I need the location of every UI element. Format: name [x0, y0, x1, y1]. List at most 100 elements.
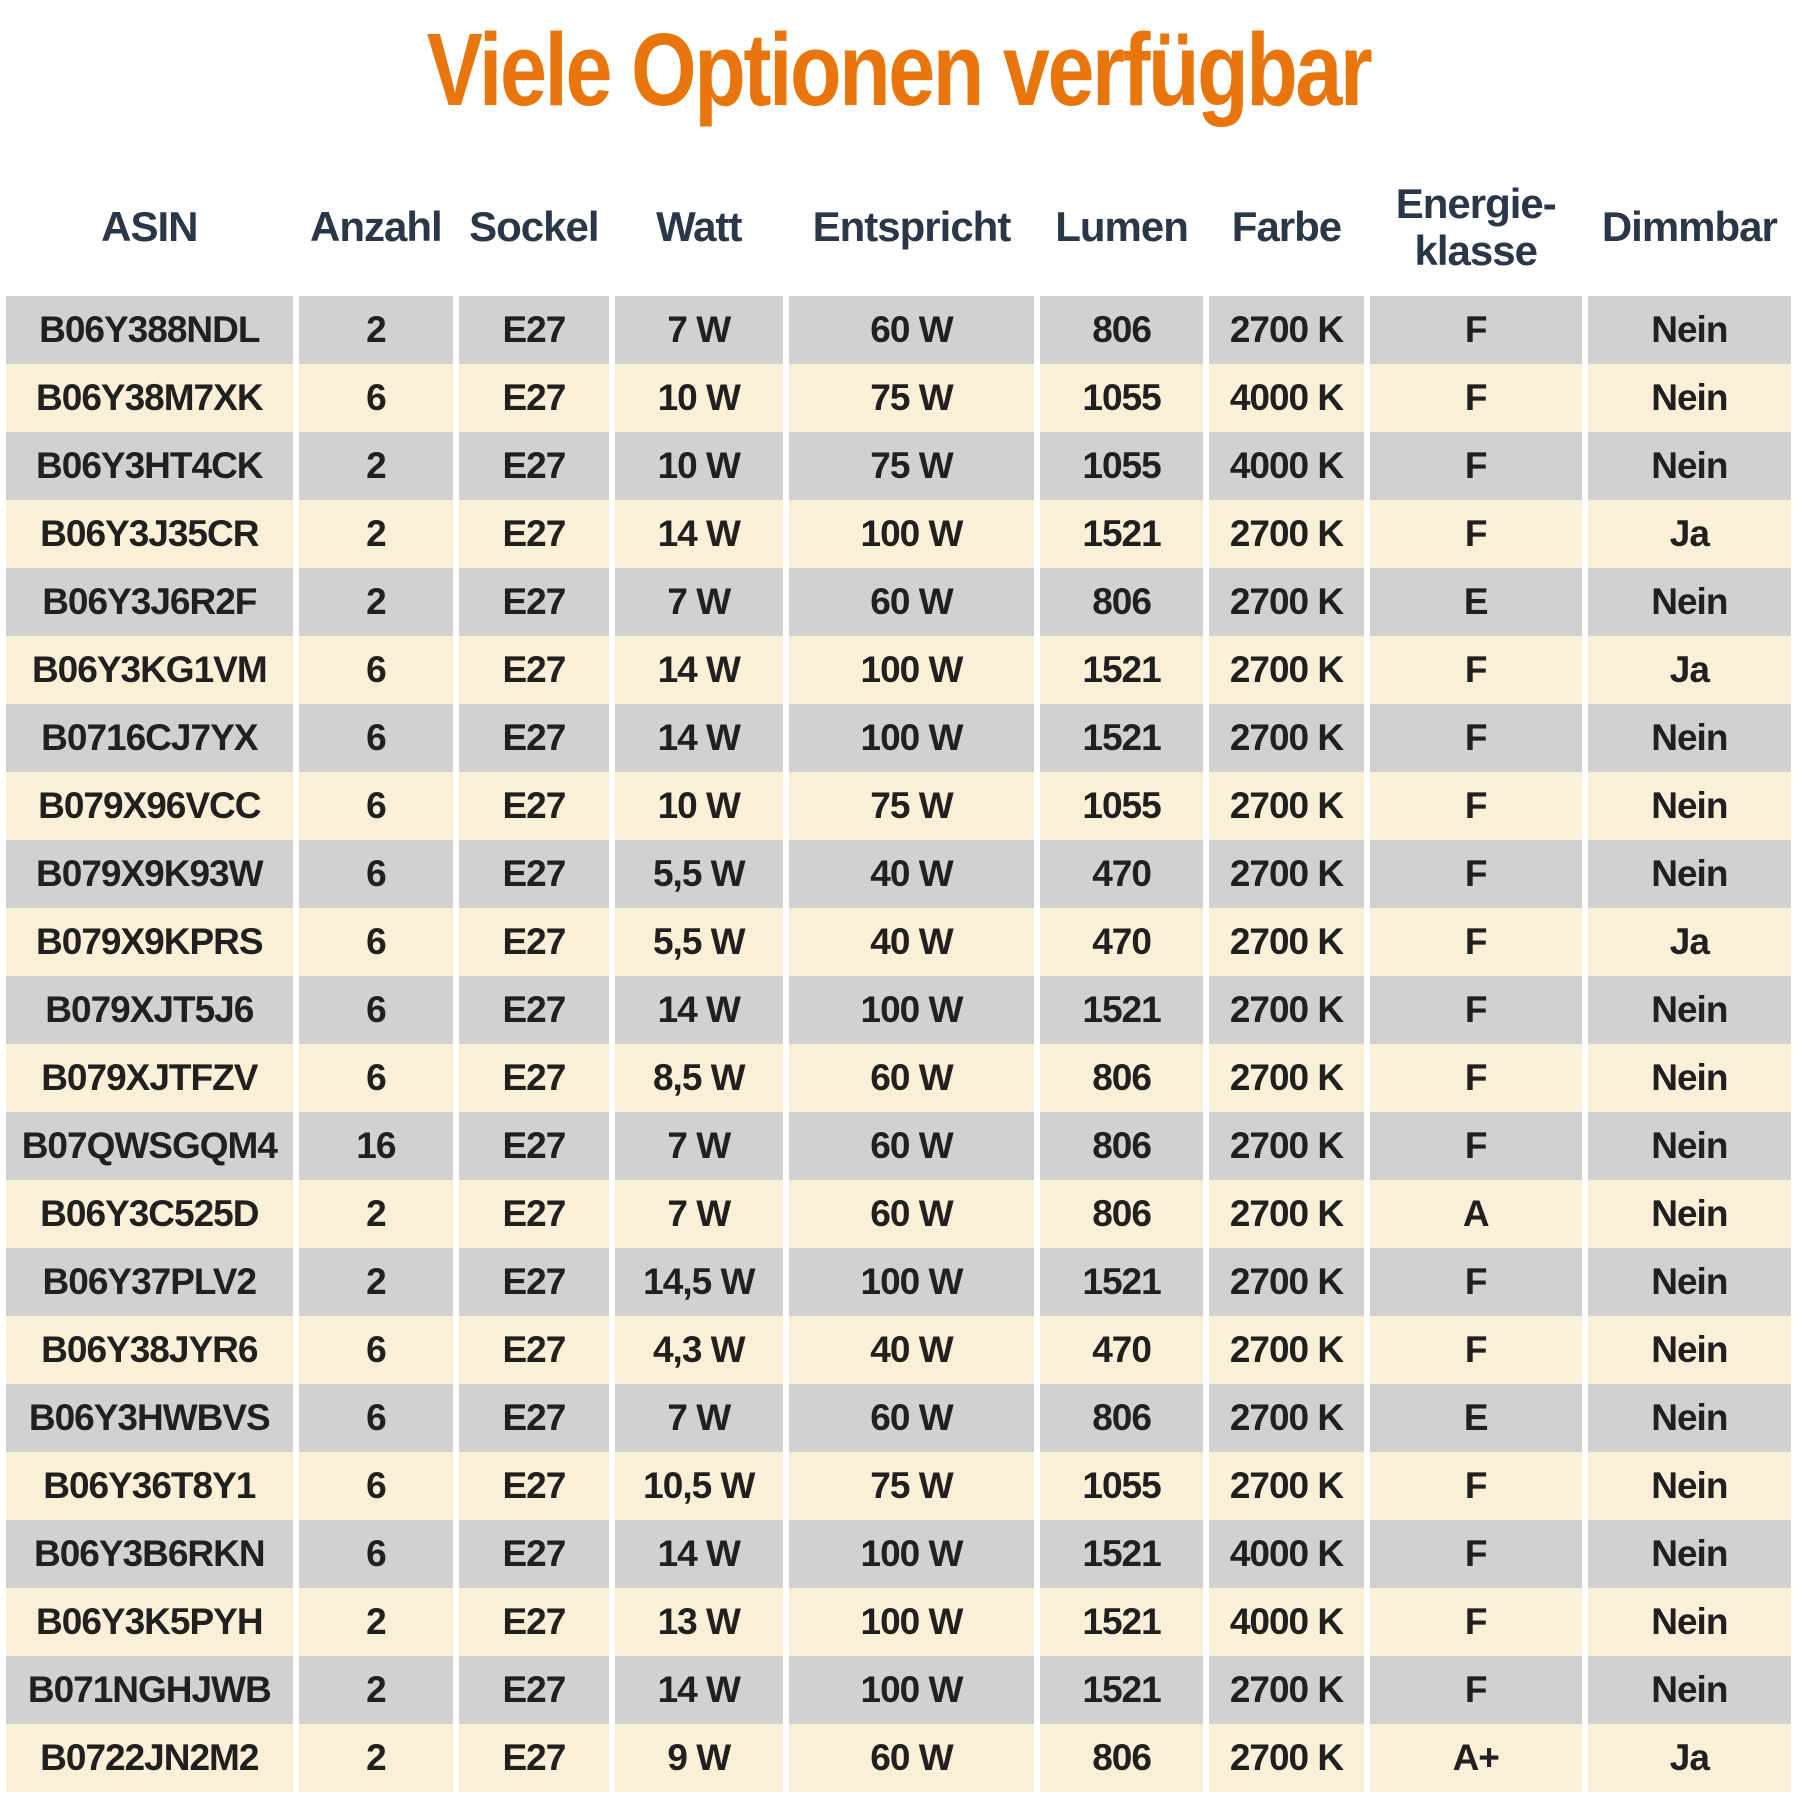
cell-dimmbar: Nein	[1587, 976, 1791, 1044]
cell-sockel: E27	[459, 568, 609, 636]
cell-lumen: 1055	[1039, 1452, 1204, 1520]
cell-anzahl: 2	[298, 1180, 454, 1248]
cell-anzahl: 6	[298, 364, 454, 432]
cell-watt: 7 W	[614, 1180, 784, 1248]
cell-asin: B06Y3HWBVS	[6, 1384, 293, 1452]
cell-anzahl: 6	[298, 772, 454, 840]
cell-asin: B079XJT5J6	[6, 976, 293, 1044]
cell-farbe: 2700 K	[1209, 500, 1364, 568]
cell-entspricht: 75 W	[789, 772, 1034, 840]
cell-farbe: 2700 K	[1209, 840, 1364, 908]
cell-entspricht: 75 W	[789, 1452, 1034, 1520]
column-header-farbe: Farbe	[1209, 158, 1364, 296]
cell-energieklasse: F	[1369, 772, 1582, 840]
cell-lumen: 806	[1039, 1112, 1204, 1180]
cell-energieklasse: E	[1369, 1384, 1582, 1452]
cell-lumen: 1521	[1039, 1588, 1204, 1656]
cell-energieklasse: F	[1369, 1248, 1582, 1316]
cell-anzahl: 2	[298, 1588, 454, 1656]
column-header-entspricht: Entspricht	[789, 158, 1034, 296]
cell-entspricht: 100 W	[789, 500, 1034, 568]
cell-anzahl: 2	[298, 568, 454, 636]
cell-farbe: 2700 K	[1209, 1248, 1364, 1316]
table-row: B06Y37PLV2 2 E27 14,5 W 100 W 1521 2700 K F Nein	[6, 1248, 1791, 1316]
cell-watt: 7 W	[614, 296, 784, 364]
cell-anzahl: 6	[298, 704, 454, 772]
cell-energieklasse: F	[1369, 364, 1582, 432]
cell-entspricht: 40 W	[789, 908, 1034, 976]
header-row: ASIN Anzahl Sockel Watt Entspricht Lumen…	[6, 158, 1791, 296]
column-header-lumen: Lumen	[1039, 158, 1204, 296]
cell-anzahl: 2	[298, 296, 454, 364]
table-row: B079X9K93W 6 E27 5,5 W 40 W 470 2700 K F Nein	[6, 840, 1791, 908]
cell-energieklasse: F	[1369, 1112, 1582, 1180]
cell-sockel: E27	[459, 1724, 609, 1792]
column-header-anzahl: Anzahl	[298, 158, 454, 296]
table-row: B06Y3C525D 2 E27 7 W 60 W 806 2700 K A Nein	[6, 1180, 1791, 1248]
cell-farbe: 2700 K	[1209, 704, 1364, 772]
cell-energieklasse: F	[1369, 1520, 1582, 1588]
cell-watt: 10 W	[614, 364, 784, 432]
table-row: B079X96VCC 6 E27 10 W 75 W 1055 2700 K F Nein	[6, 772, 1791, 840]
cell-dimmbar: Ja	[1587, 908, 1791, 976]
table-row: B071NGHJWB 2 E27 14 W 100 W 1521 2700 K F Nein	[6, 1656, 1791, 1724]
cell-entspricht: 60 W	[789, 568, 1034, 636]
cell-dimmbar: Nein	[1587, 840, 1791, 908]
cell-dimmbar: Nein	[1587, 1520, 1791, 1588]
cell-lumen: 806	[1039, 1044, 1204, 1112]
cell-dimmbar: Nein	[1587, 1180, 1791, 1248]
cell-dimmbar: Nein	[1587, 704, 1791, 772]
cell-farbe: 4000 K	[1209, 1520, 1364, 1588]
cell-farbe: 2700 K	[1209, 908, 1364, 976]
cell-farbe: 2700 K	[1209, 1112, 1364, 1180]
cell-energieklasse: F	[1369, 500, 1582, 568]
cell-farbe: 2700 K	[1209, 976, 1364, 1044]
cell-watt: 5,5 W	[614, 840, 784, 908]
cell-sockel: E27	[459, 772, 609, 840]
cell-farbe: 2700 K	[1209, 1452, 1364, 1520]
cell-energieklasse: F	[1369, 432, 1582, 500]
cell-anzahl: 16	[298, 1112, 454, 1180]
cell-asin: B06Y36T8Y1	[6, 1452, 293, 1520]
cell-lumen: 806	[1039, 1384, 1204, 1452]
cell-dimmbar: Nein	[1587, 1248, 1791, 1316]
cell-watt: 10,5 W	[614, 1452, 784, 1520]
cell-entspricht: 100 W	[789, 1248, 1034, 1316]
cell-anzahl: 6	[298, 1316, 454, 1384]
table-row: B06Y3K5PYH 2 E27 13 W 100 W 1521 4000 K F Nein	[6, 1588, 1791, 1656]
table-row: B079XJTFZV 6 E27 8,5 W 60 W 806 2700 K F Nein	[6, 1044, 1791, 1112]
cell-energieklasse: F	[1369, 1656, 1582, 1724]
cell-lumen: 1521	[1039, 1248, 1204, 1316]
cell-anzahl: 2	[298, 500, 454, 568]
cell-sockel: E27	[459, 1588, 609, 1656]
cell-sockel: E27	[459, 1452, 609, 1520]
cell-dimmbar: Nein	[1587, 1112, 1791, 1180]
cell-sockel: E27	[459, 1180, 609, 1248]
cell-sockel: E27	[459, 976, 609, 1044]
cell-asin: B06Y3HT4CK	[6, 432, 293, 500]
column-header-dimmbar: Dimmbar	[1587, 158, 1791, 296]
table-row: B06Y388NDL 2 E27 7 W 60 W 806 2700 K F Nein	[6, 296, 1791, 364]
cell-sockel: E27	[459, 1044, 609, 1112]
table-row: B06Y3J6R2F 2 E27 7 W 60 W 806 2700 K E Nein	[6, 568, 1791, 636]
cell-farbe: 4000 K	[1209, 1588, 1364, 1656]
cell-entspricht: 60 W	[789, 296, 1034, 364]
cell-anzahl: 2	[298, 1724, 454, 1792]
cell-entspricht: 60 W	[789, 1180, 1034, 1248]
cell-sockel: E27	[459, 296, 609, 364]
cell-watt: 8,5 W	[614, 1044, 784, 1112]
table-row: B06Y3B6RKN 6 E27 14 W 100 W 1521 4000 K F Nein	[6, 1520, 1791, 1588]
table-header: ASIN Anzahl Sockel Watt Entspricht Lumen…	[6, 158, 1791, 296]
cell-anzahl: 6	[298, 976, 454, 1044]
table-row: B079X9KPRS 6 E27 5,5 W 40 W 470 2700 K F Ja	[6, 908, 1791, 976]
table-row: B06Y3KG1VM 6 E27 14 W 100 W 1521 2700 K F Ja	[6, 636, 1791, 704]
cell-watt: 14 W	[614, 704, 784, 772]
column-header-asin: ASIN	[6, 158, 293, 296]
cell-farbe: 2700 K	[1209, 1316, 1364, 1384]
cell-sockel: E27	[459, 908, 609, 976]
cell-asin: B06Y3KG1VM	[6, 636, 293, 704]
cell-farbe: 2700 K	[1209, 1656, 1364, 1724]
cell-asin: B079XJTFZV	[6, 1044, 293, 1112]
cell-energieklasse: F	[1369, 840, 1582, 908]
cell-lumen: 1521	[1039, 976, 1204, 1044]
